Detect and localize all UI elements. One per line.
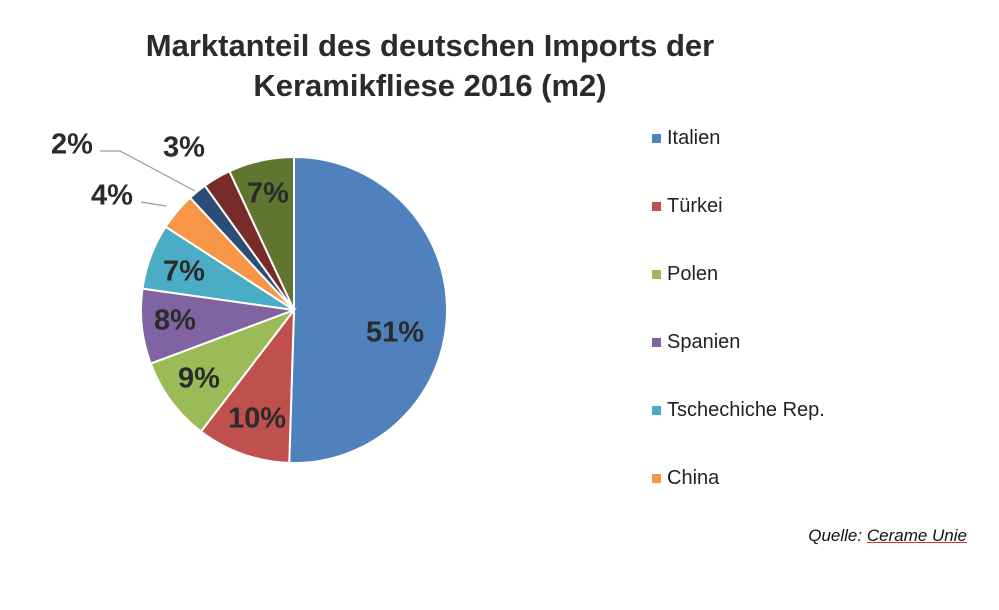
legend-item: Polen: [652, 260, 825, 328]
legend-item: Tschechiche Rep.: [652, 396, 825, 464]
title-line-1: Marktanteil des deutschen Imports der: [145, 28, 715, 63]
data-label: 4%: [91, 180, 133, 212]
legend-item: Italien: [652, 124, 825, 192]
legend-item: Türkei: [652, 192, 825, 260]
data-label: 3%: [163, 132, 205, 164]
data-label: 9%: [178, 363, 220, 395]
leader-line: [140, 201, 167, 207]
data-label: 51%: [366, 317, 424, 349]
legend-swatch: [652, 270, 661, 279]
legend-item: Spanien: [652, 328, 825, 396]
title-line-2: Keramikfliese 2016 (m2): [253, 68, 607, 103]
pie-slice-italien: [288, 155, 448, 464]
legend-label: Polen: [667, 263, 719, 285]
legend-swatch: [652, 406, 661, 415]
legend-label: Tschechiche Rep.: [667, 399, 825, 421]
legend-swatch: [652, 338, 661, 347]
source-note: Quelle: Cerame Unie: [808, 526, 967, 546]
pie-slice-t-rkei: [199, 306, 296, 464]
chart-title: Marktanteil des deutschen Imports der Ke…: [0, 26, 860, 106]
data-label: 8%: [154, 305, 196, 337]
legend-label: Spanien: [667, 331, 741, 353]
legend-label: China: [667, 467, 720, 489]
source-prefix: Quelle:: [808, 526, 867, 545]
legend-label: Italien: [667, 127, 721, 149]
leader-line: [100, 150, 196, 192]
data-label: 10%: [228, 403, 286, 435]
source-name: Cerame Unie: [866, 526, 967, 545]
data-label: 7%: [163, 256, 205, 288]
legend: Italien Türkei Polen Spanien Tschechiche Rep…: [652, 124, 825, 532]
pie-slice-polen: [149, 307, 297, 433]
data-label: 2%: [51, 129, 93, 161]
data-label: 7%: [247, 178, 289, 210]
legend-item: China: [652, 464, 825, 532]
legend-label: Türkei: [667, 195, 723, 217]
legend-swatch: [652, 474, 661, 483]
legend-swatch: [652, 134, 661, 143]
legend-swatch: [652, 202, 661, 211]
pie-slice-other-8: [228, 155, 295, 311]
